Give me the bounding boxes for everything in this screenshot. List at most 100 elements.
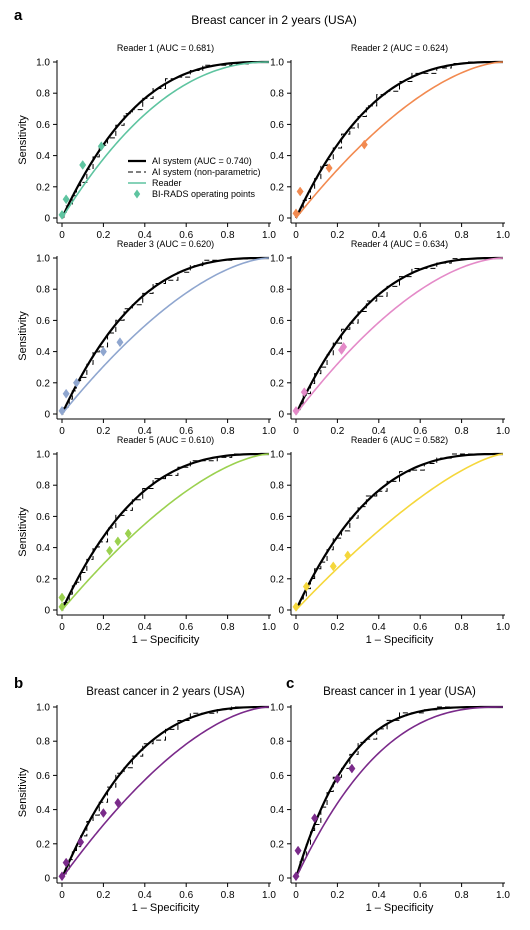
x-tick-label: 0.4 (138, 426, 152, 437)
y-tick-label: 1.0 (36, 58, 50, 69)
chart-panel-r3: Reader 3 (AUC = 0.620) 0 0.2 0.4 0.6 0.8 1.0 0 0… (17, 239, 276, 437)
legend: AI system (AUC = 0.740)AI system (non-pa… (128, 156, 261, 199)
operating-point (294, 845, 302, 856)
operating-point (292, 601, 300, 612)
reader-curve (295, 257, 504, 415)
operating-point (58, 871, 66, 882)
x-tick-label: 0.2 (330, 890, 344, 901)
y-tick-label: 0.6 (36, 771, 50, 782)
ai-nonparametric-curve (62, 257, 269, 415)
x-tick-label: 0.8 (221, 230, 235, 241)
ai-curve (294, 705, 503, 879)
operating-point (62, 388, 70, 399)
reader-curve (61, 453, 270, 611)
y-tick-label: 0.6 (36, 316, 50, 327)
x-tick-label: 0.2 (330, 622, 344, 633)
operating-point (325, 163, 333, 174)
chart-title: Reader 1 (AUC = 0.681) (117, 43, 214, 53)
x-tick-label: 0.2 (330, 230, 344, 241)
y-tick-label: 0.6 (36, 120, 50, 131)
reader-curve (61, 706, 270, 879)
operating-point (99, 808, 107, 818)
chart-title: Reader 5 (AUC = 0.610) (117, 435, 214, 445)
operating-point (333, 773, 341, 784)
x-axis-label: 1 – Specificity (132, 902, 200, 914)
x-axis-label: 1 – Specificity (366, 634, 434, 646)
chart-title: Breast cancer in 2 years (USA) (86, 686, 245, 698)
x-tick-label: 0.8 (221, 426, 235, 437)
operating-point (79, 160, 87, 170)
x-tick-label: 1.0 (262, 426, 276, 437)
operating-point (329, 561, 337, 572)
x-tick-label: 0.4 (372, 890, 386, 901)
ai-nonparametric-curve (296, 706, 503, 879)
x-tick-label: 1.0 (262, 890, 276, 901)
y-axis-label: Sensitivity (17, 311, 29, 361)
x-axis-label: 1 – Specificity (132, 634, 200, 646)
y-tick-label: 0.6 (270, 120, 284, 131)
x-tick-label: 0.4 (372, 230, 386, 241)
x-tick-label: 0.6 (179, 890, 193, 901)
x-tick-label: 0 (293, 622, 299, 633)
ai-curve (61, 256, 269, 415)
ai-nonparametric-curve (295, 61, 503, 218)
operating-point (311, 813, 319, 824)
operating-point (77, 837, 85, 848)
operating-point (300, 387, 308, 398)
x-tick-label: 0.6 (179, 426, 193, 437)
y-tick-label: 0.8 (36, 285, 50, 296)
chart-panel-r5: Reader 5 (AUC = 0.610) 0 0.2 0.4 0.6 0.8 1.0 0 0… (17, 435, 276, 646)
operating-point (340, 341, 348, 352)
y-tick-label: 0 (44, 214, 50, 225)
operating-point (114, 797, 122, 808)
chart-panel-r6: Reader 6 (AUC = 0.582) 0 0.2 0.4 0.6 0.8 1.0 0 0… (270, 435, 510, 646)
y-tick-label: 0.8 (36, 481, 50, 492)
legend-label: BI-RADS operating points (152, 189, 256, 199)
operating-point (360, 139, 368, 150)
x-tick-label: 0 (59, 426, 65, 437)
operating-point (348, 763, 356, 774)
y-tick-label: 1.0 (270, 58, 284, 69)
operating-point (302, 581, 310, 592)
operating-point (62, 194, 70, 205)
x-tick-label: 0.6 (179, 622, 193, 633)
reader-curve (61, 61, 270, 219)
chart-title: Breast cancer in 1 year (USA) (323, 686, 476, 698)
x-tick-label: 0.6 (413, 426, 427, 437)
panel-a-title: Breast cancer in 2 years (USA) (191, 13, 356, 27)
y-axis-label: Sensitivity (17, 507, 29, 557)
x-tick-label: 0.8 (455, 890, 469, 901)
y-tick-label: 0 (44, 606, 50, 617)
y-tick-label: 0.2 (270, 574, 284, 585)
y-tick-label: 0.2 (270, 839, 284, 850)
y-axis-label: Sensitivity (17, 767, 29, 817)
y-tick-label: 0.2 (270, 182, 284, 193)
chart-title: Reader 6 (AUC = 0.582) (351, 435, 448, 445)
x-tick-label: 0.8 (455, 426, 469, 437)
ai-curve (60, 705, 269, 879)
y-tick-label: 0.2 (36, 574, 50, 585)
ai-nonparametric-curve (62, 453, 269, 611)
reader-curve (61, 257, 270, 415)
panel-b-label: b (14, 675, 23, 692)
y-tick-label: 0.8 (270, 481, 284, 492)
x-tick-label: 0.4 (138, 230, 152, 241)
x-tick-label: 0.2 (96, 230, 110, 241)
ai-curve (295, 452, 503, 611)
x-tick-label: 0.6 (413, 230, 427, 241)
x-tick-label: 0 (293, 230, 299, 241)
y-tick-label: 0.6 (36, 512, 50, 523)
x-tick-label: 0.8 (455, 622, 469, 633)
reader-curve (295, 706, 504, 879)
x-tick-label: 0 (59, 890, 65, 901)
y-tick-label: 0.4 (36, 805, 50, 816)
x-tick-label: 0 (59, 622, 65, 633)
y-tick-label: 0.4 (270, 543, 284, 554)
y-tick-label: 1.0 (270, 703, 284, 714)
x-tick-label: 1.0 (262, 230, 276, 241)
panel-a-label: a (14, 7, 23, 24)
x-tick-label: 0.2 (330, 426, 344, 437)
x-tick-label: 0 (59, 230, 65, 241)
x-tick-label: 1.0 (262, 622, 276, 633)
